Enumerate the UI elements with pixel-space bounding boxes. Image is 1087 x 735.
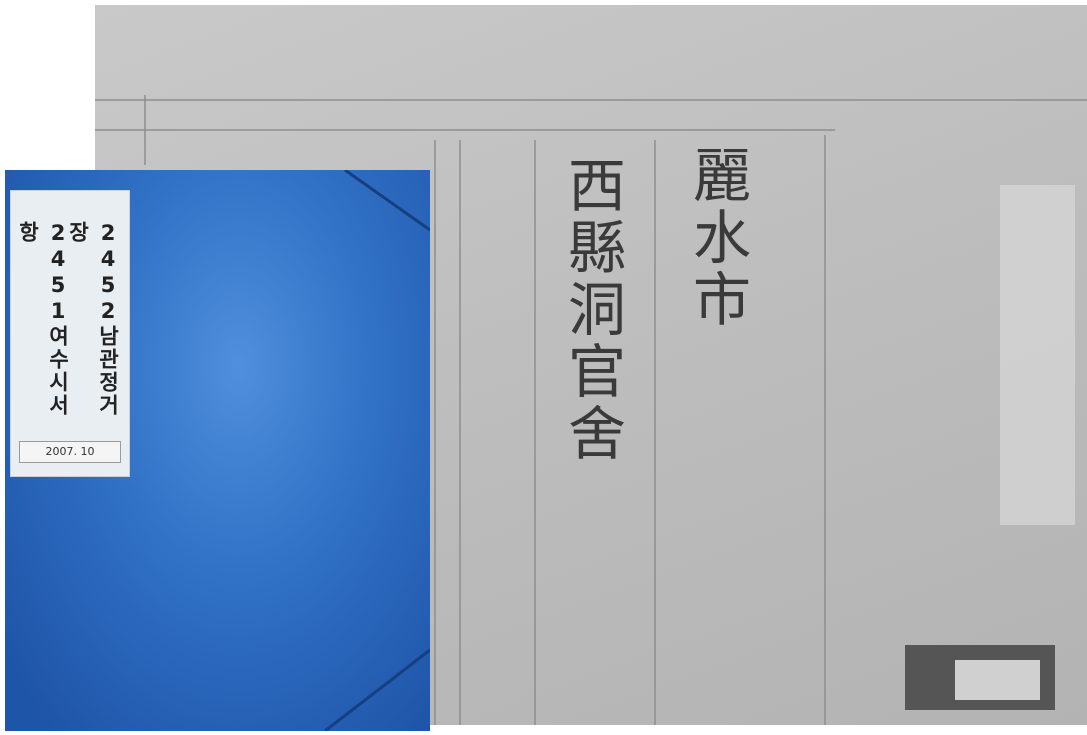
- document-lines: [95, 95, 1087, 725]
- blue-folder: 2451여수시서항 2452남관정거장 2007. 10: [5, 168, 431, 733]
- document-text: 西縣洞官舍: [558, 155, 626, 465]
- label-column: 2451여수시서항: [16, 221, 70, 417]
- folder-strap: [324, 168, 431, 733]
- document-text: 麗水市: [683, 145, 751, 331]
- label-column: 2452남관정거장: [66, 221, 120, 417]
- label-date: 2007. 10: [19, 441, 121, 463]
- folder-label: 2451여수시서항 2452남관정거장 2007. 10: [10, 190, 130, 477]
